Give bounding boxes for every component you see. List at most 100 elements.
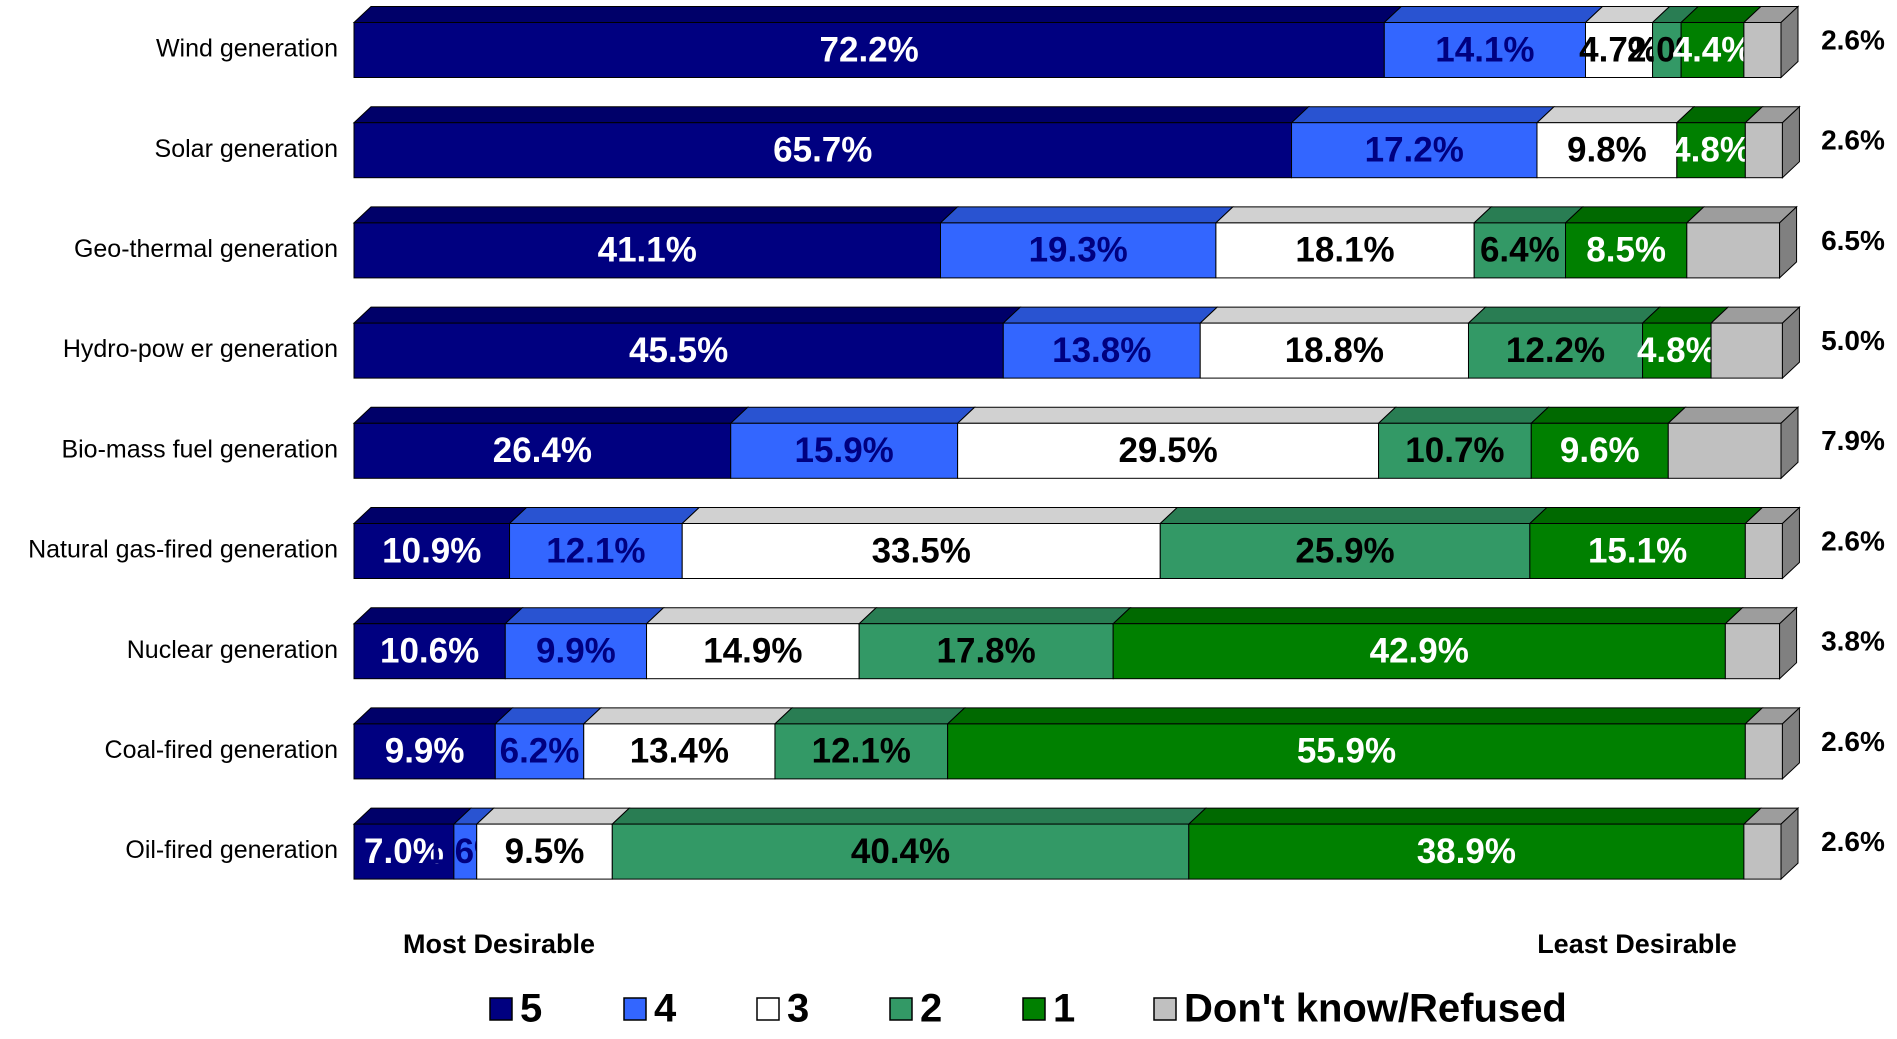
data-label: 10.9% (382, 531, 481, 570)
legend-swatch (489, 997, 513, 1021)
bar-top-shade (1743, 6, 1798, 23)
bar-segment (353, 723, 496, 780)
bar-top-shade (1642, 307, 1729, 324)
legend-label: 1 (1053, 987, 1075, 1031)
bar-side (1780, 806, 1799, 881)
bar-top-shade (354, 808, 471, 825)
category-label: Natural gas-fired generation (28, 536, 338, 564)
bar-segment (611, 823, 1190, 880)
data-label: 6.5% (1821, 225, 1885, 256)
bar-top-shade (354, 607, 523, 624)
data-label: 2.6% (1821, 24, 1885, 55)
data-label: 7.9% (1821, 425, 1885, 456)
bar-top-shade (1160, 507, 1547, 524)
data-label: 19.3% (1029, 231, 1128, 270)
bar-side (1780, 406, 1799, 480)
data-label: 8.5% (1586, 231, 1666, 270)
bar-segment (353, 523, 511, 579)
data-label: 42.9% (1370, 631, 1469, 670)
data-label: 40.4% (851, 832, 950, 871)
legend-label: Don't know/Refused (1184, 987, 1567, 1031)
legend-swatch (889, 997, 913, 1021)
bar-top-shade (1681, 6, 1761, 23)
bar-top-shade (1378, 407, 1549, 424)
bar-top-shade (730, 407, 975, 424)
data-label: 12.1% (812, 732, 911, 771)
category-label: Solar generation (155, 135, 338, 163)
legend-label: 4 (654, 987, 677, 1031)
bar-segment (1724, 623, 1781, 680)
data-label: 4.7% (1579, 30, 1659, 69)
bar-top-shade (505, 607, 664, 624)
bar-top-shade (1188, 808, 1761, 825)
bar-segment (730, 422, 959, 479)
data-label: 18.8% (1285, 331, 1384, 370)
bar-segment (1536, 122, 1678, 179)
bar-segment (1530, 422, 1669, 479)
legend-swatch (756, 997, 780, 1021)
bar-top-shade (1676, 106, 1763, 123)
bar-top-shade (1529, 507, 1763, 524)
bar-top-shade (354, 507, 527, 524)
bar-segment (353, 322, 1004, 379)
data-label: 9.6% (1560, 431, 1640, 470)
legend-swatch (1022, 997, 1046, 1021)
bar-segment (1291, 122, 1538, 179)
bar-segment (1676, 122, 1746, 179)
bar-segment (646, 623, 860, 680)
data-label: 13.4% (630, 732, 729, 771)
bar-segment (1652, 22, 1682, 78)
category-label: Wind generation (156, 35, 338, 63)
bar-top-shade (682, 507, 1178, 524)
data-label: 72.2% (820, 30, 919, 69)
bar-top-shade (1468, 307, 1660, 324)
bar-top-shade (957, 407, 1396, 424)
annotation: Least Desirable (1537, 929, 1737, 959)
bar-top-shade (1200, 307, 1486, 324)
legend-label: 5 (520, 987, 542, 1031)
bar-top-shade (1711, 307, 1800, 324)
bar-side (1779, 606, 1798, 680)
bar-top-shade (476, 808, 630, 825)
bar-top-shade (453, 808, 494, 825)
data-label: 12.2% (1506, 331, 1605, 370)
bar-top-shade (1745, 507, 1800, 524)
bar-top-shade (1291, 106, 1554, 123)
data-label: 14.9% (703, 631, 802, 670)
bar-top-shade (1725, 607, 1797, 624)
category-label: Oil-fired generation (125, 836, 338, 864)
bar-segment (957, 422, 1380, 479)
bar-top-shade (1536, 106, 1694, 123)
data-label: 55.9% (1297, 732, 1396, 771)
bar-top-shade (1585, 6, 1670, 23)
category-label: Bio-mass fuel generation (61, 435, 338, 463)
bar-top-shade (1565, 206, 1704, 223)
bar-top-shade (1686, 206, 1797, 223)
category-label: Nuclear generation (127, 636, 338, 664)
data-label: 18.1% (1295, 231, 1394, 270)
bar-top-shade (354, 307, 1021, 324)
data-label: 6.4% (1480, 231, 1560, 270)
data-label: 4.8% (1671, 130, 1751, 169)
data-label: 9.5% (505, 832, 585, 871)
bar-side (1779, 205, 1798, 280)
data-label: 9.9% (536, 631, 616, 670)
category-label: Hydro-pow er generation (63, 335, 338, 363)
data-label: 2.6% (1821, 726, 1885, 757)
bar-top-shade (1743, 808, 1798, 825)
bar-top-shade (509, 507, 700, 524)
bar-segment (476, 823, 613, 880)
data-label: 15.9% (795, 431, 894, 470)
bar-top-shade (354, 206, 958, 223)
bar-segment (1383, 22, 1587, 78)
bar-segment (1743, 823, 1782, 880)
bar-segment (1710, 322, 1783, 379)
bar-top-shade (1113, 607, 1743, 624)
data-label: 10.7% (1405, 431, 1504, 470)
data-label: 41.1% (598, 231, 697, 270)
legend-swatch (623, 997, 647, 1021)
bar-top-shade (1745, 106, 1800, 123)
bar-segment (858, 623, 1114, 680)
legend-label: 3 (787, 987, 809, 1031)
bar-top-shade (1531, 407, 1686, 424)
